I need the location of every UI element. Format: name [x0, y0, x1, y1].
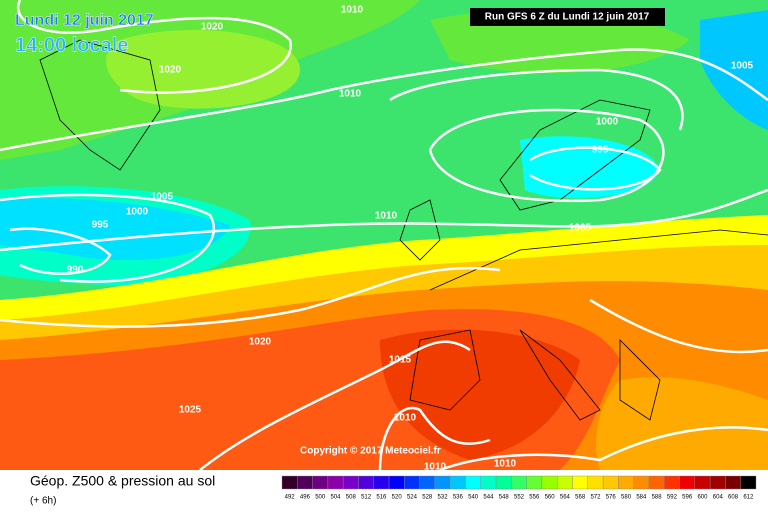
isobar-label: 1020	[201, 22, 224, 33]
isobar-label: 1005	[569, 223, 592, 234]
scale-swatch	[740, 475, 757, 490]
scale-swatch	[465, 475, 481, 490]
map-date: Lundi 12 juin 2017	[15, 12, 154, 29]
scale-label: 580	[621, 495, 632, 501]
scale-swatch	[557, 475, 573, 490]
isobar-label: 1010	[424, 462, 447, 473]
scale-label: 584	[636, 495, 647, 501]
run-box	[470, 8, 665, 26]
isobar-labels: 1020101010051020101010009951005100099510…	[67, 5, 754, 473]
scale-swatch	[618, 475, 634, 490]
isobar-label: 1005	[731, 61, 754, 72]
scale-label: 520	[392, 495, 403, 501]
scale-label: 504	[331, 495, 342, 501]
scale-swatch	[633, 475, 650, 490]
scale-label: 532	[438, 495, 449, 501]
scale-swatch	[419, 475, 436, 490]
field	[0, 0, 768, 470]
isobar-label: 1010	[339, 89, 362, 100]
legend-subtitle: (+ 6h)	[30, 496, 56, 507]
scale-swatch	[725, 475, 741, 490]
scale-swatch	[495, 475, 512, 490]
scale-label: 560	[545, 495, 556, 501]
isobar-label: 1010	[494, 459, 517, 470]
scale-swatch	[434, 475, 451, 490]
isobar-label: 1010	[375, 211, 398, 222]
scale-label: 508	[346, 495, 357, 501]
scale-label: 612	[743, 495, 754, 501]
scale-swatch	[572, 475, 589, 490]
scale-swatch	[679, 475, 696, 490]
scale-swatch	[342, 475, 359, 490]
scale-label: 516	[376, 495, 387, 501]
scale-label: 536	[453, 495, 464, 501]
scale-label: 572	[590, 495, 601, 501]
isobar-label: 1025	[179, 405, 202, 416]
scale-swatch	[511, 475, 527, 490]
scale-label: 592	[667, 495, 678, 501]
scale-label: 556	[529, 495, 540, 501]
isobar-label: 1010	[341, 5, 364, 16]
scale-swatch	[480, 475, 497, 490]
scale-swatch	[648, 475, 665, 490]
map-time: 14:00 locale	[15, 34, 128, 56]
scale-swatch	[312, 475, 329, 490]
scale-swatch	[404, 475, 420, 490]
isobars	[0, 0, 768, 472]
scale-label: 540	[468, 495, 479, 501]
scale-label: 552	[514, 495, 525, 501]
scale-label: 492	[285, 495, 296, 501]
isobar-label: 1020	[249, 337, 272, 348]
scale-swatch	[281, 475, 298, 490]
copyright: Copyright © 2017 Meteociel.fr	[300, 446, 441, 457]
scale-label: 564	[560, 495, 571, 501]
scale-label: 524	[407, 495, 418, 501]
scale-label: 576	[606, 495, 617, 501]
scale-label: 496	[300, 495, 311, 501]
scale-swatch	[587, 475, 604, 490]
scale-swatch	[664, 475, 680, 490]
isobar-label: 1010	[394, 413, 417, 424]
scale-swatch	[541, 475, 558, 490]
isobar-label: 995	[592, 145, 609, 156]
scale-label: 500	[315, 495, 326, 501]
scale-swatch	[526, 475, 543, 490]
scale-label: 608	[728, 495, 739, 501]
scale-swatch	[327, 475, 344, 490]
scale-label: 548	[499, 495, 510, 501]
scale-swatch	[694, 475, 711, 490]
scale-swatch	[709, 475, 726, 490]
isobar-label: 990	[67, 265, 84, 276]
legend-title: Géop. Z500 & pression au sol	[30, 473, 215, 489]
isobar-label: 1020	[159, 65, 182, 76]
scale-label: 600	[697, 495, 708, 501]
scale-label: 588	[652, 495, 663, 501]
color-scale: 492 496 500 504 508 512 516 520 524 528 532 536 540 5…	[281, 475, 757, 501]
isobar-label: 1000	[126, 207, 149, 218]
scale-swatch	[358, 475, 374, 490]
scale-swatch	[602, 475, 619, 490]
scale-label: 568	[575, 495, 586, 501]
isobar-label: 1015	[389, 355, 412, 366]
scale-label: 544	[483, 495, 494, 501]
scale-label: 512	[361, 495, 372, 501]
run-label: Run GFS 6 Z du Lundi 12 juin 2017	[485, 12, 650, 23]
scale-swatch	[388, 475, 405, 490]
scale-swatch	[449, 475, 466, 490]
isobar-label: 1005	[151, 192, 174, 203]
scale-swatch	[297, 475, 313, 490]
scale-swatch	[373, 475, 390, 490]
scale-label: 596	[682, 495, 693, 501]
coastlines	[39, 39, 768, 421]
scale-label: 604	[713, 495, 724, 501]
isobar-label: 1000	[596, 117, 619, 128]
isobar-label: 995	[92, 220, 109, 231]
scale-label: 528	[422, 495, 433, 501]
